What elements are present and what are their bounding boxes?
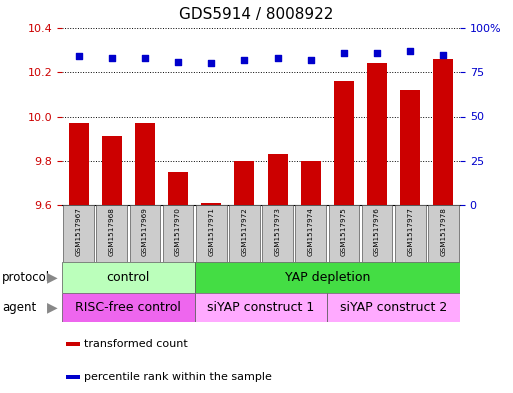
Bar xyxy=(327,293,460,322)
Point xyxy=(340,50,348,56)
Bar xyxy=(201,203,221,205)
Bar xyxy=(334,81,354,205)
Bar xyxy=(66,375,80,379)
Bar xyxy=(367,63,387,205)
Bar xyxy=(135,123,155,205)
Text: GSM1517969: GSM1517969 xyxy=(142,207,148,255)
Bar xyxy=(102,136,122,205)
Point xyxy=(439,51,447,58)
Text: GSM1517974: GSM1517974 xyxy=(308,207,314,255)
Bar xyxy=(168,172,188,205)
Text: GSM1517973: GSM1517973 xyxy=(274,207,281,255)
Text: percentile rank within the sample: percentile rank within the sample xyxy=(84,372,272,382)
Text: transformed count: transformed count xyxy=(84,339,188,349)
Text: GSM1517976: GSM1517976 xyxy=(374,207,380,255)
Bar xyxy=(295,205,326,262)
Text: agent: agent xyxy=(2,301,36,314)
Bar xyxy=(362,205,392,262)
Text: GSM1517970: GSM1517970 xyxy=(175,207,181,255)
Point xyxy=(74,53,83,59)
Text: siYAP construct 1: siYAP construct 1 xyxy=(207,301,314,314)
Text: GSM1517977: GSM1517977 xyxy=(407,207,413,255)
Bar xyxy=(69,123,89,205)
Bar xyxy=(62,262,194,293)
Bar xyxy=(194,262,460,293)
Point xyxy=(108,55,116,61)
Bar xyxy=(196,205,227,262)
Text: GDS5914 / 8008922: GDS5914 / 8008922 xyxy=(180,7,333,22)
Point xyxy=(373,50,381,56)
Text: GSM1517978: GSM1517978 xyxy=(441,207,446,255)
Bar xyxy=(329,205,359,262)
Bar xyxy=(268,154,287,205)
Text: protocol: protocol xyxy=(2,271,50,284)
Text: GSM1517975: GSM1517975 xyxy=(341,207,347,255)
Bar xyxy=(262,205,293,262)
Bar xyxy=(301,161,321,205)
Point xyxy=(141,55,149,61)
Bar xyxy=(63,205,94,262)
Text: ▶: ▶ xyxy=(47,301,57,314)
Bar xyxy=(66,342,80,346)
Text: RISC-free control: RISC-free control xyxy=(75,301,181,314)
Bar xyxy=(428,205,459,262)
Text: YAP depletion: YAP depletion xyxy=(285,271,370,284)
Bar xyxy=(234,161,254,205)
Bar xyxy=(194,293,327,322)
Point xyxy=(207,60,215,66)
Text: GSM1517968: GSM1517968 xyxy=(109,207,115,255)
Text: control: control xyxy=(107,271,150,284)
Point xyxy=(307,57,315,63)
Bar xyxy=(96,205,127,262)
Bar xyxy=(433,59,453,205)
Text: GSM1517967: GSM1517967 xyxy=(75,207,82,255)
Bar xyxy=(62,293,194,322)
Point xyxy=(273,55,282,61)
Text: siYAP construct 2: siYAP construct 2 xyxy=(340,301,447,314)
Bar xyxy=(130,205,160,262)
Text: GSM1517971: GSM1517971 xyxy=(208,207,214,255)
Bar xyxy=(395,205,425,262)
Bar xyxy=(229,205,260,262)
Point xyxy=(406,48,415,54)
Text: GSM1517972: GSM1517972 xyxy=(242,207,247,255)
Bar xyxy=(400,90,420,205)
Point xyxy=(174,59,182,65)
Text: ▶: ▶ xyxy=(47,270,57,285)
Bar xyxy=(163,205,193,262)
Point xyxy=(240,57,248,63)
